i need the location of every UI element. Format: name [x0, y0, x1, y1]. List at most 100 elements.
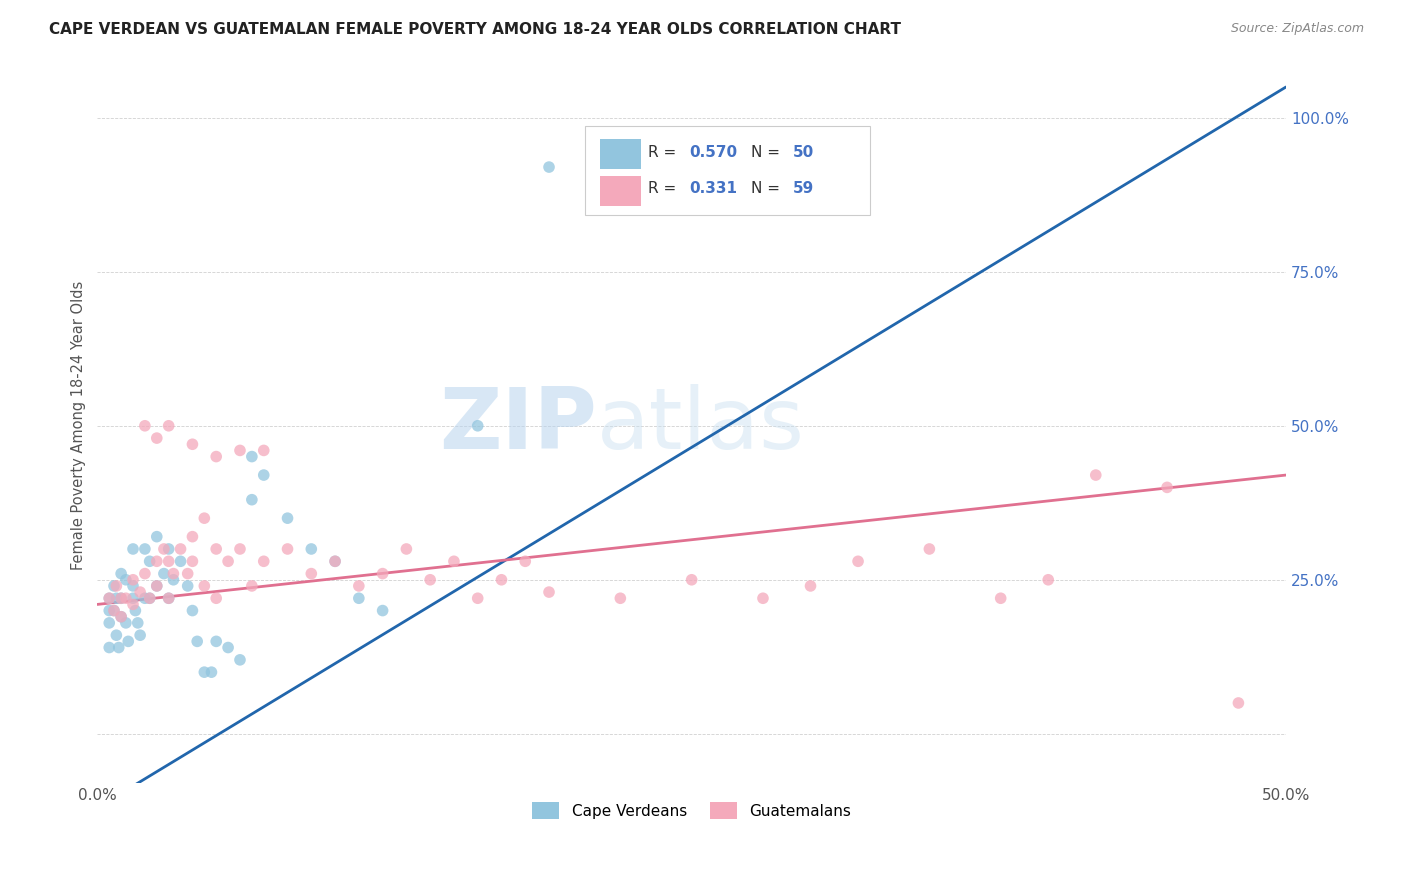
Point: [277, 511, 299, 525]
Point: [752, 591, 775, 606]
Point: [115, 591, 138, 606]
Point: [1038, 573, 1060, 587]
Point: [467, 591, 489, 606]
Point: [122, 598, 145, 612]
Point: [110, 591, 132, 606]
Point: [371, 603, 394, 617]
Point: [127, 615, 149, 630]
Point: [146, 579, 169, 593]
Point: [124, 603, 146, 617]
Point: [134, 418, 156, 433]
Point: [105, 591, 128, 606]
Point: [200, 665, 222, 680]
Point: [103, 603, 125, 617]
Point: [110, 609, 132, 624]
Point: [323, 554, 346, 568]
Point: [98, 591, 121, 606]
Point: [134, 591, 156, 606]
Point: [277, 541, 299, 556]
Point: [1084, 468, 1107, 483]
Point: [443, 554, 465, 568]
Point: [467, 418, 489, 433]
Text: N =: N =: [751, 145, 785, 160]
Text: 59: 59: [793, 181, 814, 196]
Point: [918, 541, 941, 556]
Point: [129, 585, 152, 599]
Point: [110, 591, 132, 606]
Point: [122, 573, 145, 587]
Point: [157, 554, 180, 568]
Point: [205, 541, 228, 556]
Point: [105, 628, 128, 642]
Point: [299, 541, 322, 556]
Point: [169, 554, 191, 568]
Point: [103, 579, 125, 593]
Point: [181, 437, 204, 451]
Point: [138, 591, 160, 606]
Point: [181, 530, 204, 544]
Point: [229, 541, 252, 556]
Point: [181, 554, 204, 568]
Point: [169, 541, 191, 556]
Point: [138, 554, 160, 568]
Text: 0.331: 0.331: [689, 181, 737, 196]
Point: [1156, 480, 1178, 494]
Point: [491, 573, 513, 587]
Point: [990, 591, 1012, 606]
Point: [153, 541, 176, 556]
Point: [229, 653, 252, 667]
Point: [115, 573, 138, 587]
Legend: Cape Verdeans, Guatemalans: Cape Verdeans, Guatemalans: [526, 796, 858, 825]
Point: [122, 541, 145, 556]
Point: [229, 443, 252, 458]
Point: [240, 579, 263, 593]
Point: [515, 554, 537, 568]
FancyBboxPatch shape: [600, 176, 641, 205]
Point: [609, 591, 631, 606]
Point: [98, 603, 121, 617]
Point: [134, 566, 156, 581]
Point: [138, 591, 160, 606]
Point: [146, 554, 169, 568]
Point: [537, 160, 560, 174]
Point: [846, 554, 869, 568]
Point: [193, 511, 215, 525]
Text: atlas: atlas: [596, 384, 804, 467]
Point: [217, 554, 239, 568]
Point: [157, 591, 180, 606]
Point: [103, 603, 125, 617]
FancyBboxPatch shape: [585, 126, 870, 215]
Text: R =: R =: [648, 181, 681, 196]
Point: [107, 640, 129, 655]
Point: [253, 468, 276, 483]
Point: [176, 566, 198, 581]
Point: [157, 418, 180, 433]
Point: [110, 566, 132, 581]
Text: ZIP: ZIP: [439, 384, 596, 467]
Text: N =: N =: [751, 181, 785, 196]
Point: [186, 634, 208, 648]
Point: [253, 443, 276, 458]
Point: [347, 579, 370, 593]
Y-axis label: Female Poverty Among 18-24 Year Olds: Female Poverty Among 18-24 Year Olds: [72, 281, 86, 570]
Point: [217, 640, 239, 655]
Point: [162, 573, 184, 587]
Point: [153, 566, 176, 581]
Text: CAPE VERDEAN VS GUATEMALAN FEMALE POVERTY AMONG 18-24 YEAR OLDS CORRELATION CHAR: CAPE VERDEAN VS GUATEMALAN FEMALE POVERT…: [49, 22, 901, 37]
Text: R =: R =: [648, 145, 681, 160]
Point: [240, 450, 263, 464]
Point: [419, 573, 441, 587]
FancyBboxPatch shape: [600, 139, 641, 169]
Point: [371, 566, 394, 581]
Point: [110, 609, 132, 624]
Point: [205, 450, 228, 464]
Point: [117, 634, 139, 648]
Point: [799, 579, 821, 593]
Point: [323, 554, 346, 568]
Text: 50: 50: [793, 145, 814, 160]
Text: 0.570: 0.570: [689, 145, 737, 160]
Point: [146, 579, 169, 593]
Point: [98, 591, 121, 606]
Point: [146, 530, 169, 544]
Point: [122, 591, 145, 606]
